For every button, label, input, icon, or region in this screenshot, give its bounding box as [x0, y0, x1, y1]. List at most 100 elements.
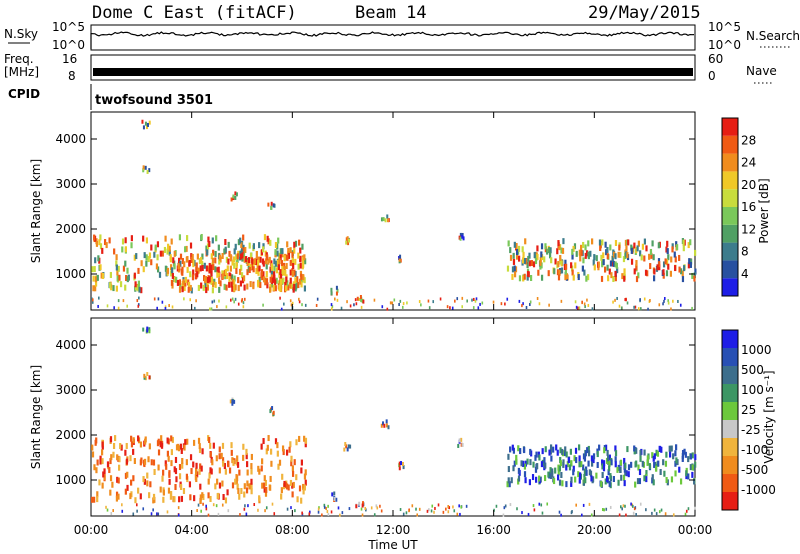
velocity-cell: [602, 460, 606, 467]
power-cell: [570, 262, 573, 269]
velocity-cell: [601, 463, 604, 470]
power-cell: [574, 300, 577, 304]
power-cell: [559, 255, 562, 262]
velocity-cell: [361, 513, 364, 517]
power-cell: [115, 260, 118, 267]
velocity-cell: [614, 445, 617, 452]
velocity-cell: [343, 447, 346, 452]
velocity-cell: [358, 501, 361, 506]
velocity-cell: [433, 510, 435, 514]
power-cell: [246, 283, 249, 290]
velocity-cell: [327, 512, 330, 516]
power-cell: [95, 238, 98, 245]
power-cell: [645, 245, 648, 252]
power-cell: [634, 305, 637, 309]
power-cell: [142, 266, 145, 273]
velocity-cell: [694, 506, 696, 510]
power-cell: [225, 256, 228, 263]
power-cell: [335, 285, 338, 290]
power-cell: [279, 296, 281, 300]
power-cell: [201, 264, 204, 271]
power-cell: [293, 269, 296, 276]
velocity-cell: [273, 512, 276, 516]
velocity-cell: [659, 445, 662, 452]
power-cell: [330, 287, 333, 292]
velocity-plot-area: [90, 317, 696, 517]
power-cell: [607, 275, 610, 282]
power-cell: [602, 252, 605, 259]
velocity-cell: [289, 479, 293, 486]
power-cell: [205, 287, 208, 294]
velocity-cell: [534, 454, 537, 461]
power-cell: [601, 239, 604, 246]
velocity-cell: [269, 409, 272, 414]
power-cell: [159, 250, 162, 257]
velocity-cell: [375, 504, 378, 508]
power-cell: [252, 283, 255, 290]
velocity-cell: [568, 464, 572, 471]
power-cell: [359, 294, 362, 299]
velocity-cell: [364, 506, 367, 510]
power-cell: [556, 248, 559, 255]
velocity-cell: [656, 450, 660, 457]
power-cell: [279, 269, 282, 276]
velocity-cell: [126, 484, 129, 491]
power-cell: [564, 274, 567, 281]
power-cell: [144, 121, 147, 126]
velocity-cell: [177, 445, 181, 452]
power-cell: [651, 240, 654, 247]
velocity-cell: [541, 448, 544, 455]
velocity-cell: [614, 456, 617, 463]
power-cell: [678, 254, 681, 261]
power-cell: [289, 247, 292, 254]
velocity-cell: [136, 509, 138, 513]
power-cell: [345, 240, 348, 245]
power-cell: [461, 234, 464, 239]
power-cell: [249, 252, 253, 259]
power-cell: [231, 259, 234, 266]
velocity-cell: [148, 375, 151, 380]
velocity-cell: [625, 470, 628, 477]
velocity-cell: [536, 463, 539, 470]
power-cell: [138, 296, 140, 300]
power-cell: [347, 241, 350, 246]
power-cell: [166, 248, 169, 255]
velocity-cell: [346, 447, 349, 452]
power-cell: [456, 297, 459, 301]
power-cell: [173, 263, 176, 270]
power-cell: [265, 263, 268, 270]
velocity-cell: [693, 478, 696, 485]
velocity-cell: [442, 510, 445, 514]
power-cell: [557, 260, 560, 267]
velocity-cell: [681, 455, 684, 462]
velocity-cell: [143, 373, 146, 378]
velocity-cell: [512, 447, 516, 454]
power-cell: [235, 267, 238, 274]
velocity-cell: [227, 509, 230, 513]
velocity-cell: [691, 452, 694, 459]
power-cell: [641, 243, 645, 250]
power-cell: [130, 235, 133, 242]
power-cell: [192, 269, 195, 276]
velocity-cell: [621, 507, 623, 511]
velocity-cell: [592, 457, 595, 464]
velocity-cell: [619, 466, 622, 473]
velocity-cell: [426, 509, 429, 513]
power-cell: [561, 247, 565, 254]
power-cell: [206, 280, 209, 287]
power-cell: [181, 258, 184, 265]
power-cell: [183, 261, 186, 268]
power-cell: [183, 297, 185, 301]
power-cell: [209, 307, 211, 311]
power-cell: [512, 252, 515, 259]
x-tick-label: 00:00: [678, 523, 713, 537]
velocity-cell: [207, 513, 210, 517]
power-cell: [304, 303, 307, 307]
power-cell: [103, 239, 107, 246]
power-cell: [146, 122, 149, 127]
power-cell: [595, 255, 598, 262]
power-cell: [178, 257, 181, 264]
velocity-cell: [608, 460, 611, 467]
velocity-cell: [604, 478, 607, 485]
power-cell: [291, 270, 294, 277]
